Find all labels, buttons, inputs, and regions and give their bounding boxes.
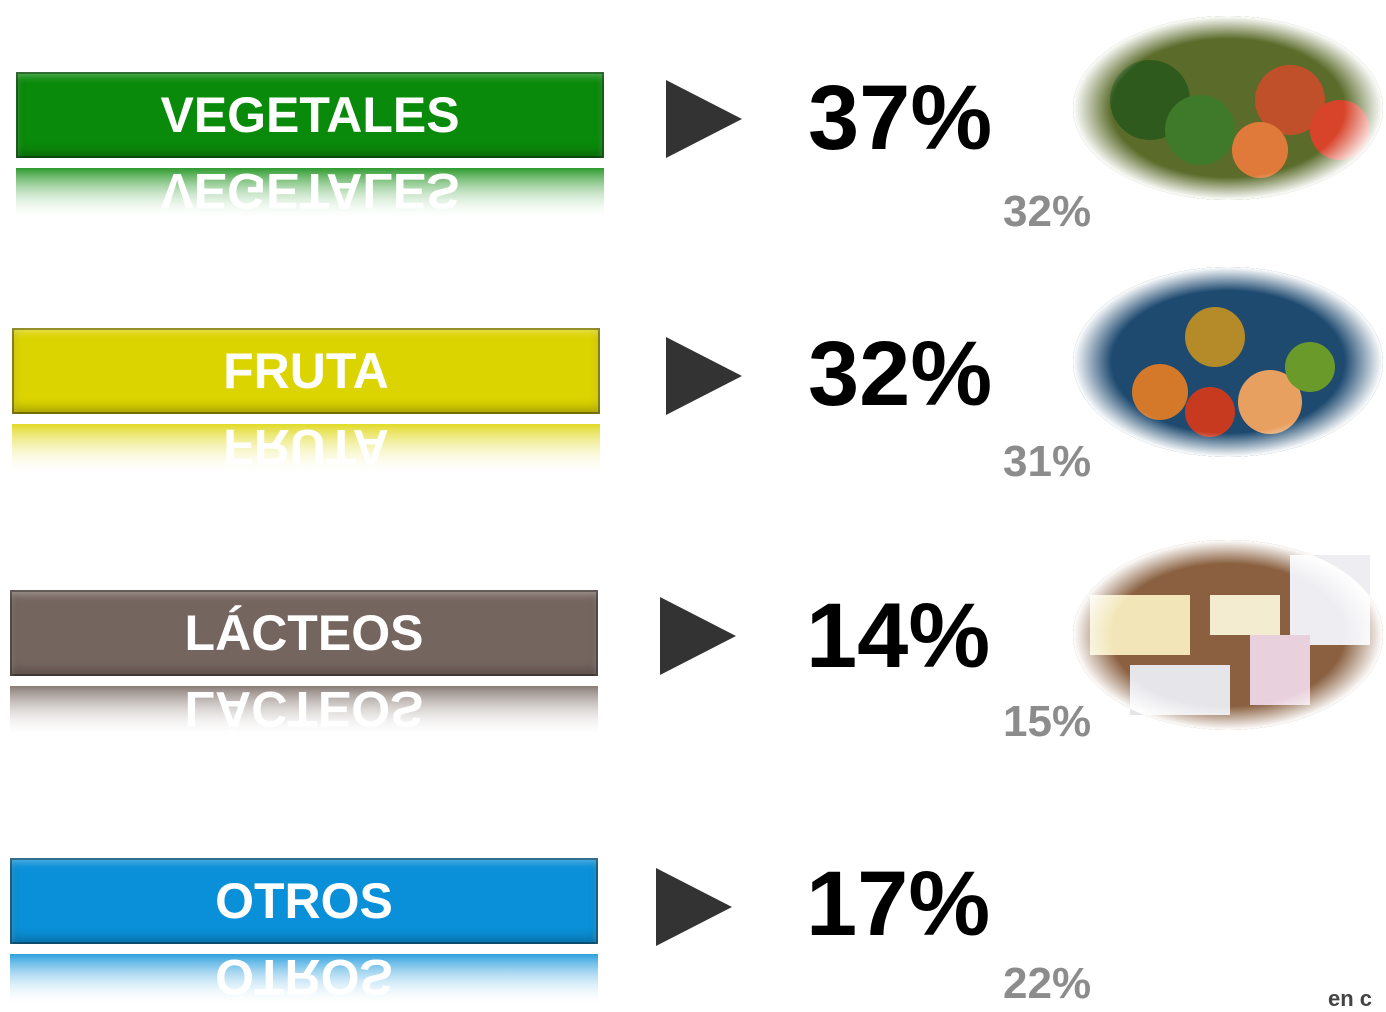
page: VEGETALESVEGETALES37%32%FRUTAFRUTA32%31%… [0, 0, 1386, 1004]
label-reflection: VEGETALES [16, 168, 604, 220]
label-reflection: OTROS [10, 954, 598, 1006]
reflection-text: OTROS [215, 954, 393, 1006]
previous-percentage: 31% [1003, 440, 1091, 484]
category-label: VEGETALES [16, 72, 604, 158]
reflection-text: FRUTA [223, 424, 389, 476]
label-reflection: FRUTA [12, 424, 600, 476]
current-percentage: 17% [806, 858, 990, 950]
current-percentage: 32% [808, 328, 992, 420]
previous-percentage: 32% [1003, 190, 1091, 234]
fruit-photo [1070, 262, 1386, 467]
reflection-text: VEGETALES [160, 168, 459, 220]
category-label: OTROS [10, 858, 598, 944]
label-reflection: LÁCTEOS [10, 686, 598, 738]
arrow [666, 80, 742, 158]
footer: en c [1328, 986, 1372, 1012]
previous-percentage: 22% [1003, 962, 1091, 1006]
vegetable-photo [1070, 10, 1386, 210]
previous-percentage: 15% [1003, 700, 1091, 744]
arrow [656, 868, 732, 946]
dairy-photo [1070, 535, 1386, 735]
category-label: FRUTA [12, 328, 600, 414]
arrow [660, 597, 736, 675]
current-percentage: 14% [806, 590, 990, 682]
current-percentage: 37% [808, 72, 992, 164]
category-label: LÁCTEOS [10, 590, 598, 676]
arrow [666, 337, 742, 415]
reflection-text: LÁCTEOS [185, 686, 424, 738]
